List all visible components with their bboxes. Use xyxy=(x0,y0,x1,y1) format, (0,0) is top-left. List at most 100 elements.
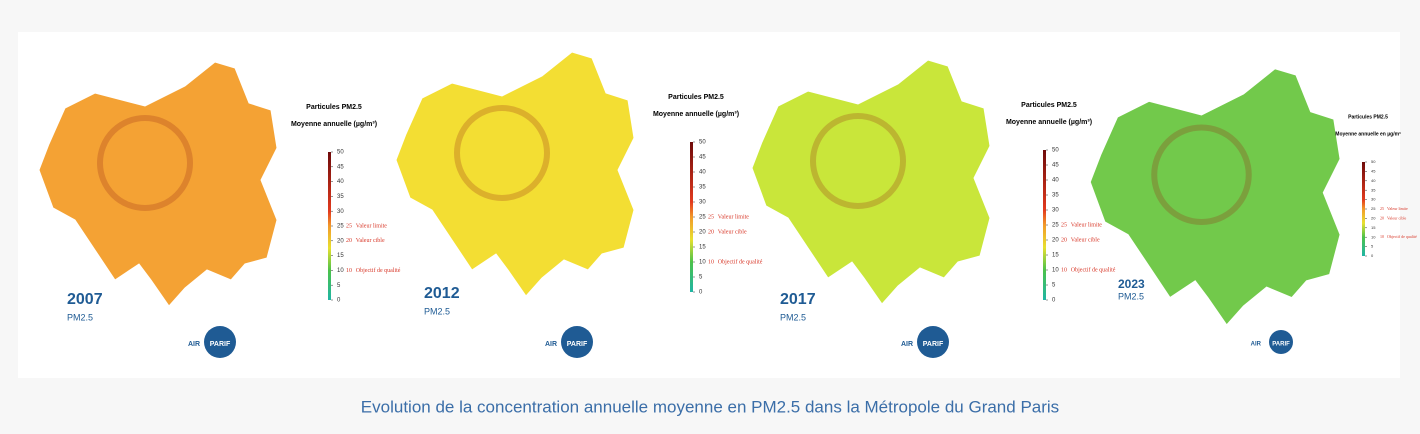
paris-core xyxy=(1151,124,1252,225)
year-label: 2012 xyxy=(424,285,460,302)
threshold-label: Objectif de qualité xyxy=(1071,266,1116,273)
legend-subtitle: Moyenne annuelle (µg/m³) xyxy=(1006,119,1092,126)
scale-tick-label: 25 xyxy=(1052,223,1059,229)
scale-tick-label: 30 xyxy=(699,200,706,206)
legend-title: Particules PM2.5 xyxy=(1021,102,1077,109)
logo-right: PARIF xyxy=(923,341,944,348)
threshold-label: Objectif de qualité xyxy=(356,267,401,274)
scale-tick-label: 20 xyxy=(1371,215,1376,220)
scale-tick-label: 35 xyxy=(1052,193,1059,199)
color-scale xyxy=(1043,150,1046,300)
scale-tick-label: 45 xyxy=(699,155,706,161)
scale-tick-label: 10 xyxy=(1371,234,1376,239)
scale-tick-label: 35 xyxy=(699,185,706,191)
legend-title: Particules PM2.5 xyxy=(668,94,724,101)
logo-left: AIR xyxy=(1251,342,1262,348)
scale-tick-label: 25 xyxy=(1371,206,1376,211)
scale-tick-label: 20 xyxy=(699,230,706,236)
scale-tick-label: 25 xyxy=(337,224,344,230)
scale-tick-label: 0 xyxy=(337,298,341,304)
year-label: 2017 xyxy=(780,291,816,308)
scale-tick-label: 40 xyxy=(1371,178,1376,183)
legend-subtitle: Moyenne annuelle (µg/m³) xyxy=(653,111,739,118)
threshold-value: 20 xyxy=(346,238,352,244)
threshold-value: 25 xyxy=(1380,206,1384,211)
scale-tick-label: 45 xyxy=(1371,168,1376,173)
legend-subtitle: Moyenne annuelle en µg/m³ xyxy=(1335,131,1401,137)
threshold-label: Valeur cible xyxy=(1071,237,1100,243)
paris-core xyxy=(97,115,193,211)
threshold-label: Objectif de qualité xyxy=(718,258,763,265)
pollutant-label: PM2.5 xyxy=(1118,291,1144,301)
panel: 2017 PM2.5 Particules PM2.5 Moyenne annuell… xyxy=(751,59,1116,358)
scale-tick-label: 10 xyxy=(1052,268,1059,274)
panel: 2007 PM2.5 Particules PM2.5 Moyenne annuell… xyxy=(38,61,401,358)
logo-badge xyxy=(204,326,236,358)
threshold-label: Valeur cible xyxy=(356,238,385,244)
scale-tick-label: 40 xyxy=(1052,178,1059,184)
logo-right: PARIF xyxy=(210,341,231,348)
logo-left: AIR xyxy=(901,341,913,348)
threshold-label: Valeur limite xyxy=(1387,206,1408,211)
scale-tick-label: 20 xyxy=(337,238,344,244)
scale-tick-label: 50 xyxy=(699,140,706,146)
panel: 2012 PM2.5 Particules PM2.5 Moyenne annuell… xyxy=(395,51,763,358)
scale-tick-label: 35 xyxy=(337,194,344,200)
threshold-value: 25 xyxy=(708,214,714,220)
scale-tick-label: 20 xyxy=(1052,238,1059,244)
logo-badge xyxy=(1269,330,1293,354)
scale-tick-label: 40 xyxy=(699,170,706,176)
legend-subtitle: Moyenne annuelle (µg/m³) xyxy=(291,121,377,128)
logo-right: PARIF xyxy=(567,341,588,348)
caption: Evolution de la concentration annuelle m… xyxy=(361,397,1059,416)
scale-tick-label: 35 xyxy=(1371,187,1376,192)
scale-tick-label: 15 xyxy=(1052,253,1059,259)
scale-tick-label: 30 xyxy=(337,209,344,215)
legend-title: Particules PM2.5 xyxy=(306,104,362,111)
scale-tick-label: 40 xyxy=(337,179,344,185)
logo-right: PARIF xyxy=(1272,342,1290,348)
threshold-label: Valeur limite xyxy=(718,214,749,220)
threshold-value: 20 xyxy=(1380,215,1384,220)
threshold-value: 20 xyxy=(708,229,714,235)
threshold-value: 10 xyxy=(1061,267,1067,273)
scale-tick-label: 0 xyxy=(1371,253,1374,258)
threshold-label: Valeur cible xyxy=(1387,215,1406,220)
scale-tick-label: 45 xyxy=(337,164,344,170)
threshold-label: Valeur limite xyxy=(356,223,387,229)
threshold-value: 10 xyxy=(346,268,352,274)
threshold-label: Objectif de qualité xyxy=(1387,234,1417,239)
scale-tick-label: 5 xyxy=(1052,283,1056,289)
scale-tick-label: 50 xyxy=(1052,148,1059,154)
scale-tick-label: 15 xyxy=(1371,225,1376,230)
year-label: 2023 xyxy=(1118,277,1145,291)
scale-tick-label: 0 xyxy=(1052,298,1056,304)
scale-tick-label: 30 xyxy=(1371,197,1376,202)
scale-tick-label: 5 xyxy=(1371,244,1374,249)
color-scale xyxy=(690,142,693,292)
color-scale xyxy=(328,152,331,300)
logo-left: AIR xyxy=(545,341,557,348)
scale-tick-label: 0 xyxy=(699,290,703,296)
pollutant-label: PM2.5 xyxy=(67,312,93,322)
threshold-label: Valeur cible xyxy=(718,229,747,235)
scale-tick-label: 10 xyxy=(699,260,706,266)
scale-tick-label: 5 xyxy=(337,283,341,289)
legend-title: Particules PM2.5 xyxy=(1348,114,1388,120)
scale-tick-label: 45 xyxy=(1052,163,1059,169)
scale-tick-label: 30 xyxy=(1052,208,1059,214)
scale-tick-label: 10 xyxy=(337,268,344,274)
scale-tick-label: 15 xyxy=(699,245,706,251)
paris-core xyxy=(454,105,550,201)
threshold-value: 10 xyxy=(1380,234,1384,239)
logo-left: AIR xyxy=(188,341,200,348)
color-scale xyxy=(1362,162,1365,256)
threshold-value: 25 xyxy=(346,223,352,229)
scale-tick-label: 5 xyxy=(699,275,703,281)
scale-tick-label: 50 xyxy=(1371,159,1376,164)
threshold-label: Valeur limite xyxy=(1071,222,1102,228)
logo-badge xyxy=(561,326,593,358)
